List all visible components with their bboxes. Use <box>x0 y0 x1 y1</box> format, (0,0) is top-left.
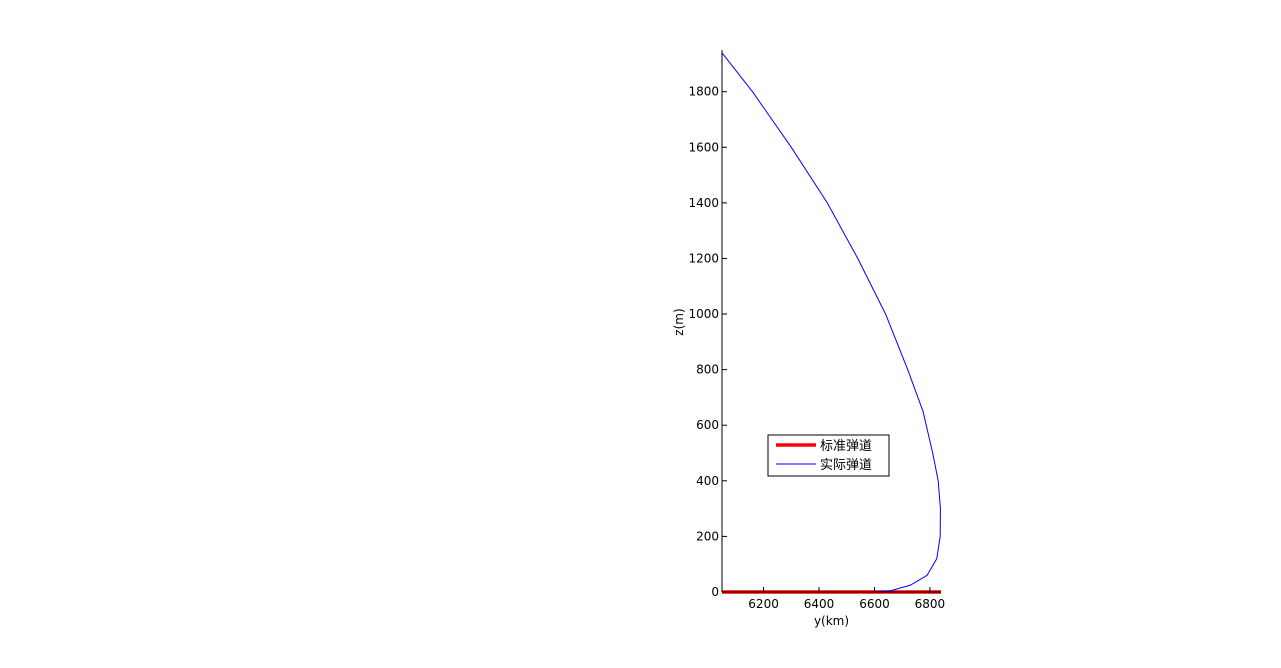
y-tick-label: 0 <box>711 585 719 599</box>
y-tick-label: 1400 <box>688 196 719 210</box>
x-tick-label: 6600 <box>859 597 890 611</box>
y-tick-label: 1600 <box>688 140 719 154</box>
legend-label-actual-trajectory: 实际弹道 <box>820 458 872 473</box>
y-tick-label: 800 <box>696 363 719 377</box>
y-tick-label: 1000 <box>688 307 719 321</box>
y-tick-label: 600 <box>696 418 719 432</box>
y-tick-label: 1200 <box>688 251 719 265</box>
legend-box <box>767 434 890 477</box>
x-axis-label: y(km) <box>814 614 849 628</box>
x-tick-label: 6800 <box>915 597 946 611</box>
series-layer <box>721 52 941 594</box>
y-tick-label: 1800 <box>688 85 719 99</box>
plot-area: 0 200 400 600 800 1000 1200 1400 1600 1800 6200 64… <box>672 50 945 628</box>
y-tick-label: 400 <box>696 474 719 488</box>
y-axis-ticks: 0 200 400 600 800 1000 1200 1400 1600 1800 <box>688 85 727 599</box>
legend: 标准弹道 实际弹道 <box>767 434 890 477</box>
y-axis-label: z(m) <box>672 308 686 335</box>
x-tick-label: 6200 <box>748 597 779 611</box>
y-tick-label: 200 <box>696 529 719 543</box>
series-line-actual-trajectory <box>721 52 941 593</box>
x-axis-ticks: 6200 6400 6600 6800 <box>748 587 945 611</box>
legend-label-standard-trajectory: 标准弹道 <box>820 439 872 454</box>
x-tick-label: 6400 <box>804 597 835 611</box>
